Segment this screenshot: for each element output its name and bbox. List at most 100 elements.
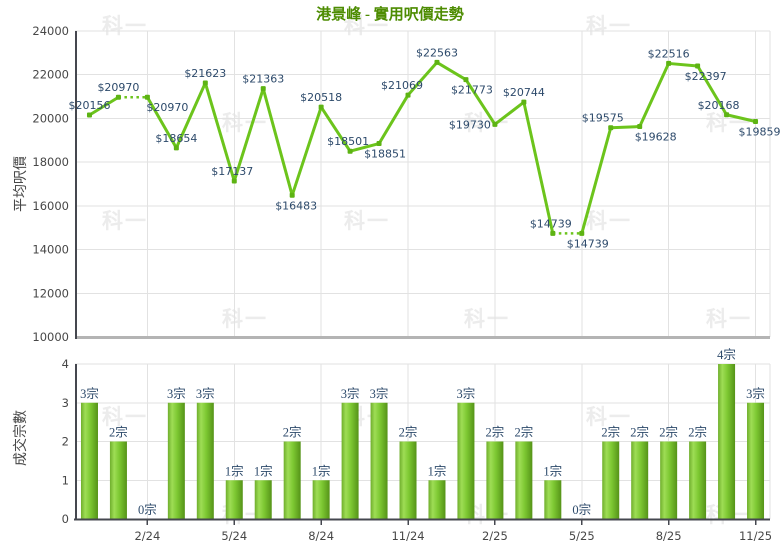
data-point-label: $19859 [739, 126, 780, 139]
bar-count-label: 1宗 [312, 463, 331, 478]
line-segment [261, 87, 294, 197]
bar-count-label: 2宗 [659, 425, 678, 440]
data-point-label: $20168 [698, 99, 740, 112]
line-segment [522, 100, 555, 235]
data-point-marker [86, 112, 92, 118]
line-segment [87, 95, 120, 117]
data-point-marker [405, 92, 411, 98]
line-segment [319, 105, 352, 153]
data-point-marker [376, 141, 382, 147]
bar [109, 441, 127, 519]
bar-count-label: 3宗 [167, 386, 186, 401]
data-point-marker [695, 63, 701, 69]
bar [660, 441, 678, 519]
data-point-marker [202, 80, 208, 86]
data-point-marker [637, 124, 643, 130]
bar [486, 441, 504, 519]
line-segment [493, 100, 526, 126]
line-segment [638, 61, 671, 129]
data-point-marker [231, 178, 237, 184]
y-tick-label: 22000 [32, 68, 69, 82]
x-tick-labels: 2/24 5/24 8/24 11/24 2/25 5/25 8/25 11/25 [134, 529, 772, 543]
data-point-marker [753, 119, 759, 125]
x-tick-label: 8/25 [656, 529, 682, 543]
x-tick-label: 2/25 [482, 529, 508, 543]
data-point-label: $22563 [416, 46, 458, 59]
bar [602, 441, 620, 519]
price-axis-title: 平均呎價 [14, 156, 29, 212]
axes [74, 31, 770, 525]
bar-series [80, 364, 765, 519]
data-point-label: $20970 [97, 81, 139, 94]
y-tick-label: 14000 [32, 243, 69, 257]
x-tick-label: 8/24 [308, 529, 334, 543]
y-tick-label: 18000 [32, 155, 69, 169]
data-point-marker [434, 59, 440, 65]
bar [457, 402, 475, 519]
line-segment [667, 61, 700, 68]
x-tick-label: 11/25 [739, 529, 772, 543]
x-tick-label: 2/24 [134, 529, 160, 543]
bar-count-label: 1宗 [428, 463, 447, 478]
data-point-label: $20518 [300, 91, 342, 104]
y-tick-label: 3 [62, 396, 69, 410]
line-segment [377, 93, 410, 146]
bar-count-label: 2宗 [601, 425, 620, 440]
bar [718, 364, 736, 519]
data-point-marker [260, 86, 266, 92]
bar [631, 441, 649, 519]
bar [254, 480, 272, 519]
line-segment [232, 87, 265, 183]
line-segment [435, 60, 468, 82]
x-tick-label: 5/24 [221, 529, 247, 543]
bar-count-label: 2宗 [399, 425, 418, 440]
bar-count-label: 3宗 [196, 386, 215, 401]
y-tick-label: 24000 [32, 24, 69, 38]
line-segment [174, 81, 207, 150]
line-segment [609, 125, 642, 130]
data-point-label: $22397 [685, 70, 727, 83]
bar-count-label: 3宗 [457, 386, 476, 401]
data-point-marker [608, 125, 614, 131]
bar-count-label: 2宗 [283, 425, 302, 440]
bar [399, 441, 417, 519]
data-point-label: $20970 [146, 101, 188, 114]
line-segment [696, 64, 729, 117]
line-segment [145, 95, 178, 150]
data-point-marker [579, 230, 585, 236]
bar [428, 480, 446, 519]
bar [544, 480, 562, 519]
bar [225, 480, 243, 519]
data-point-marker [318, 104, 324, 110]
x-tick-label: 5/25 [569, 529, 595, 543]
data-point-marker [521, 99, 527, 105]
y-tick-label: 1 [62, 473, 69, 487]
data-point-label: $21623 [184, 67, 226, 80]
data-point-marker [550, 230, 556, 236]
bar-count-label: 1宗 [225, 463, 244, 478]
bar [747, 402, 765, 519]
data-point-label: $20156 [68, 99, 110, 112]
bar-count-label: 2宗 [630, 425, 649, 440]
bar [312, 480, 330, 519]
data-point-marker [666, 60, 672, 66]
line-segment [725, 113, 758, 124]
y-tick-label: 2 [62, 435, 69, 449]
data-point-label: $16483 [275, 199, 317, 212]
data-point-marker [173, 145, 179, 151]
line-segment [203, 81, 236, 183]
data-point-label: $14739 [530, 217, 572, 230]
bar-count-label: 3宗 [370, 386, 389, 401]
data-point-marker [115, 94, 121, 100]
chart-title: 港景峰 - 實用呎價走勢 [316, 7, 464, 23]
bar [515, 441, 533, 519]
data-point-label: $21773 [451, 84, 493, 97]
data-point-label: $18501 [327, 135, 369, 148]
data-point-label: $17137 [211, 165, 253, 178]
data-point-marker [347, 148, 353, 154]
count-axis-title: 成交宗數 [14, 410, 29, 466]
bar-count-label: 0宗 [138, 502, 157, 517]
data-point-label: $20744 [503, 86, 545, 99]
